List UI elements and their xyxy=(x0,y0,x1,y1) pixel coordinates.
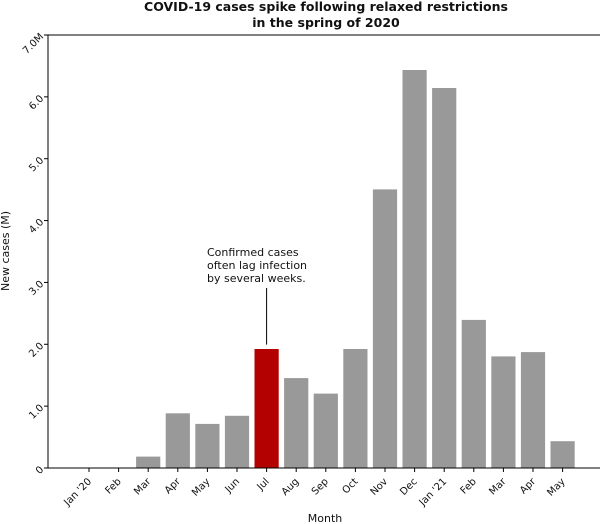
y-tick-label: 4.0 xyxy=(27,217,46,236)
bar xyxy=(490,355,517,469)
x-tick-label: Jul xyxy=(255,476,272,493)
bar xyxy=(401,69,428,469)
bars-group xyxy=(76,69,576,469)
y-tick-label: 0 xyxy=(34,464,46,476)
bar xyxy=(164,412,191,469)
annotation-line-3: by several weeks. xyxy=(207,272,306,285)
y-tick-label: 7.0M xyxy=(21,31,46,56)
chart-title-line-2: in the spring of 2020 xyxy=(252,15,400,30)
y-tick-label: 6.0 xyxy=(27,93,46,112)
bar xyxy=(520,351,546,469)
x-tick-label: May xyxy=(190,476,212,498)
x-tick-label: May xyxy=(545,476,567,498)
x-tick-label: Apr xyxy=(163,476,184,497)
bar xyxy=(135,455,162,469)
y-axis-label: New cases (M) xyxy=(0,211,12,291)
x-ticks: Jan '20 Feb Mar Apr May Jun Jul Aug Sep Oct Nov Dec… xyxy=(62,468,568,509)
x-tick-label: Jun xyxy=(223,476,243,496)
bar xyxy=(224,414,250,469)
annotation: Confirmed cases often lag infection by s… xyxy=(207,246,307,345)
bar xyxy=(460,319,487,469)
x-tick-label: Aug xyxy=(280,476,302,498)
annotation-line-2: often lag infection xyxy=(207,259,307,272)
annotation-line-1: Confirmed cases xyxy=(207,246,299,259)
y-tick-label: 5.0 xyxy=(27,155,46,174)
bar xyxy=(342,348,369,469)
y-tick-label: 3.0 xyxy=(27,279,46,298)
x-tick-label: Jan '21 xyxy=(417,476,450,509)
bar xyxy=(312,392,339,469)
x-tick-label: Feb xyxy=(459,476,479,496)
x-axis-label: Month xyxy=(308,512,343,524)
x-tick-label: Feb xyxy=(103,476,123,496)
y-tick-label: 2.0 xyxy=(27,341,46,360)
y-ticks: 0 1.0 2.0 3.0 4.0 5.0 6.0 7.0M xyxy=(21,31,48,477)
x-tick-label: Mar xyxy=(487,476,509,498)
x-tick-label: Dec xyxy=(398,476,419,497)
x-tick-label: Oct xyxy=(341,476,361,496)
bar xyxy=(372,188,398,469)
chart-title-line-1: COVID-19 cases spike following relaxed r… xyxy=(144,0,508,14)
y-tick-label: 1.0 xyxy=(27,403,46,422)
x-tick-label: Nov xyxy=(369,476,391,498)
x-tick-label: Jan '20 xyxy=(62,476,95,509)
bar-highlight xyxy=(253,348,280,469)
bar xyxy=(431,87,458,469)
x-tick-label: Mar xyxy=(132,476,154,498)
bar xyxy=(194,423,221,469)
bar xyxy=(283,377,310,469)
x-tick-label: Apr xyxy=(518,476,539,497)
bar xyxy=(549,440,576,469)
x-tick-label: Sep xyxy=(310,476,331,497)
